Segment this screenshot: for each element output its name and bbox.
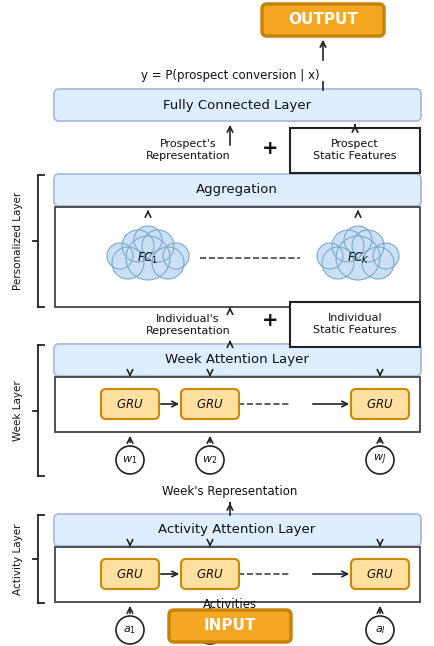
Text: $GRU$: $GRU$: [196, 567, 224, 581]
Text: $GRU$: $GRU$: [196, 397, 224, 410]
Text: Individual's
Representation: Individual's Representation: [146, 314, 230, 336]
Circle shape: [322, 247, 354, 279]
Circle shape: [332, 230, 364, 262]
Circle shape: [352, 230, 384, 262]
Circle shape: [344, 226, 372, 254]
FancyBboxPatch shape: [54, 174, 421, 206]
Circle shape: [152, 247, 184, 279]
Circle shape: [366, 616, 394, 644]
Text: $w_1$: $w_1$: [122, 454, 138, 466]
Circle shape: [362, 247, 394, 279]
Circle shape: [196, 446, 224, 474]
FancyBboxPatch shape: [54, 344, 421, 376]
Bar: [55, 377, 420, 432]
FancyBboxPatch shape: [351, 389, 409, 419]
Text: $w_2$: $w_2$: [202, 454, 217, 466]
Text: Prospect's
Representation: Prospect's Representation: [146, 139, 230, 161]
Bar: [290, 128, 420, 173]
Circle shape: [366, 446, 394, 474]
Circle shape: [112, 247, 144, 279]
Text: $w_J$: $w_J$: [373, 453, 387, 467]
Text: $a_I$: $a_I$: [375, 624, 385, 636]
Text: +: +: [262, 138, 278, 158]
Text: $FC_1$: $FC_1$: [137, 251, 159, 266]
Text: Fully Connected Layer: Fully Connected Layer: [163, 98, 311, 112]
Bar: [55, 547, 420, 602]
Text: $FC_K$: $FC_K$: [346, 251, 369, 266]
Text: $a_1$: $a_1$: [124, 624, 137, 636]
Bar: [55, 207, 420, 307]
Circle shape: [373, 243, 399, 269]
FancyBboxPatch shape: [351, 559, 409, 589]
Circle shape: [196, 616, 224, 644]
FancyBboxPatch shape: [54, 514, 421, 546]
Text: Week Attention Layer: Week Attention Layer: [165, 353, 309, 366]
Text: $GRU$: $GRU$: [366, 397, 394, 410]
Text: Week Layer: Week Layer: [13, 380, 23, 441]
Circle shape: [107, 243, 133, 269]
Text: INPUT: INPUT: [204, 618, 256, 634]
Circle shape: [116, 616, 144, 644]
Text: +: +: [262, 311, 278, 329]
Text: Personalized Layer: Personalized Layer: [13, 192, 23, 290]
Text: Prospect
Static Features: Prospect Static Features: [313, 139, 397, 161]
FancyBboxPatch shape: [54, 89, 421, 121]
Circle shape: [317, 243, 343, 269]
Text: $a_2$: $a_2$: [204, 624, 217, 636]
Text: Activities: Activities: [203, 598, 257, 612]
Text: y = P(prospect conversion | x): y = P(prospect conversion | x): [141, 68, 319, 81]
Text: Week's Representation: Week's Representation: [162, 486, 298, 499]
Text: $GRU$: $GRU$: [116, 397, 144, 410]
FancyBboxPatch shape: [181, 389, 239, 419]
Text: Activity Layer: Activity Layer: [13, 523, 23, 595]
FancyBboxPatch shape: [181, 559, 239, 589]
Text: $GRU$: $GRU$: [116, 567, 144, 581]
Text: Aggregation: Aggregation: [196, 183, 278, 196]
Circle shape: [142, 230, 174, 262]
FancyBboxPatch shape: [101, 389, 159, 419]
Circle shape: [126, 236, 170, 280]
Circle shape: [116, 446, 144, 474]
Text: OUTPUT: OUTPUT: [288, 12, 358, 28]
Bar: [290, 302, 420, 347]
FancyBboxPatch shape: [169, 610, 291, 642]
Text: Individual
Static Features: Individual Static Features: [313, 313, 397, 335]
Circle shape: [336, 236, 380, 280]
Text: Activity Attention Layer: Activity Attention Layer: [158, 523, 316, 536]
FancyBboxPatch shape: [101, 559, 159, 589]
Circle shape: [134, 226, 162, 254]
FancyBboxPatch shape: [262, 4, 384, 36]
Circle shape: [122, 230, 154, 262]
Text: $GRU$: $GRU$: [366, 567, 394, 581]
Circle shape: [163, 243, 189, 269]
